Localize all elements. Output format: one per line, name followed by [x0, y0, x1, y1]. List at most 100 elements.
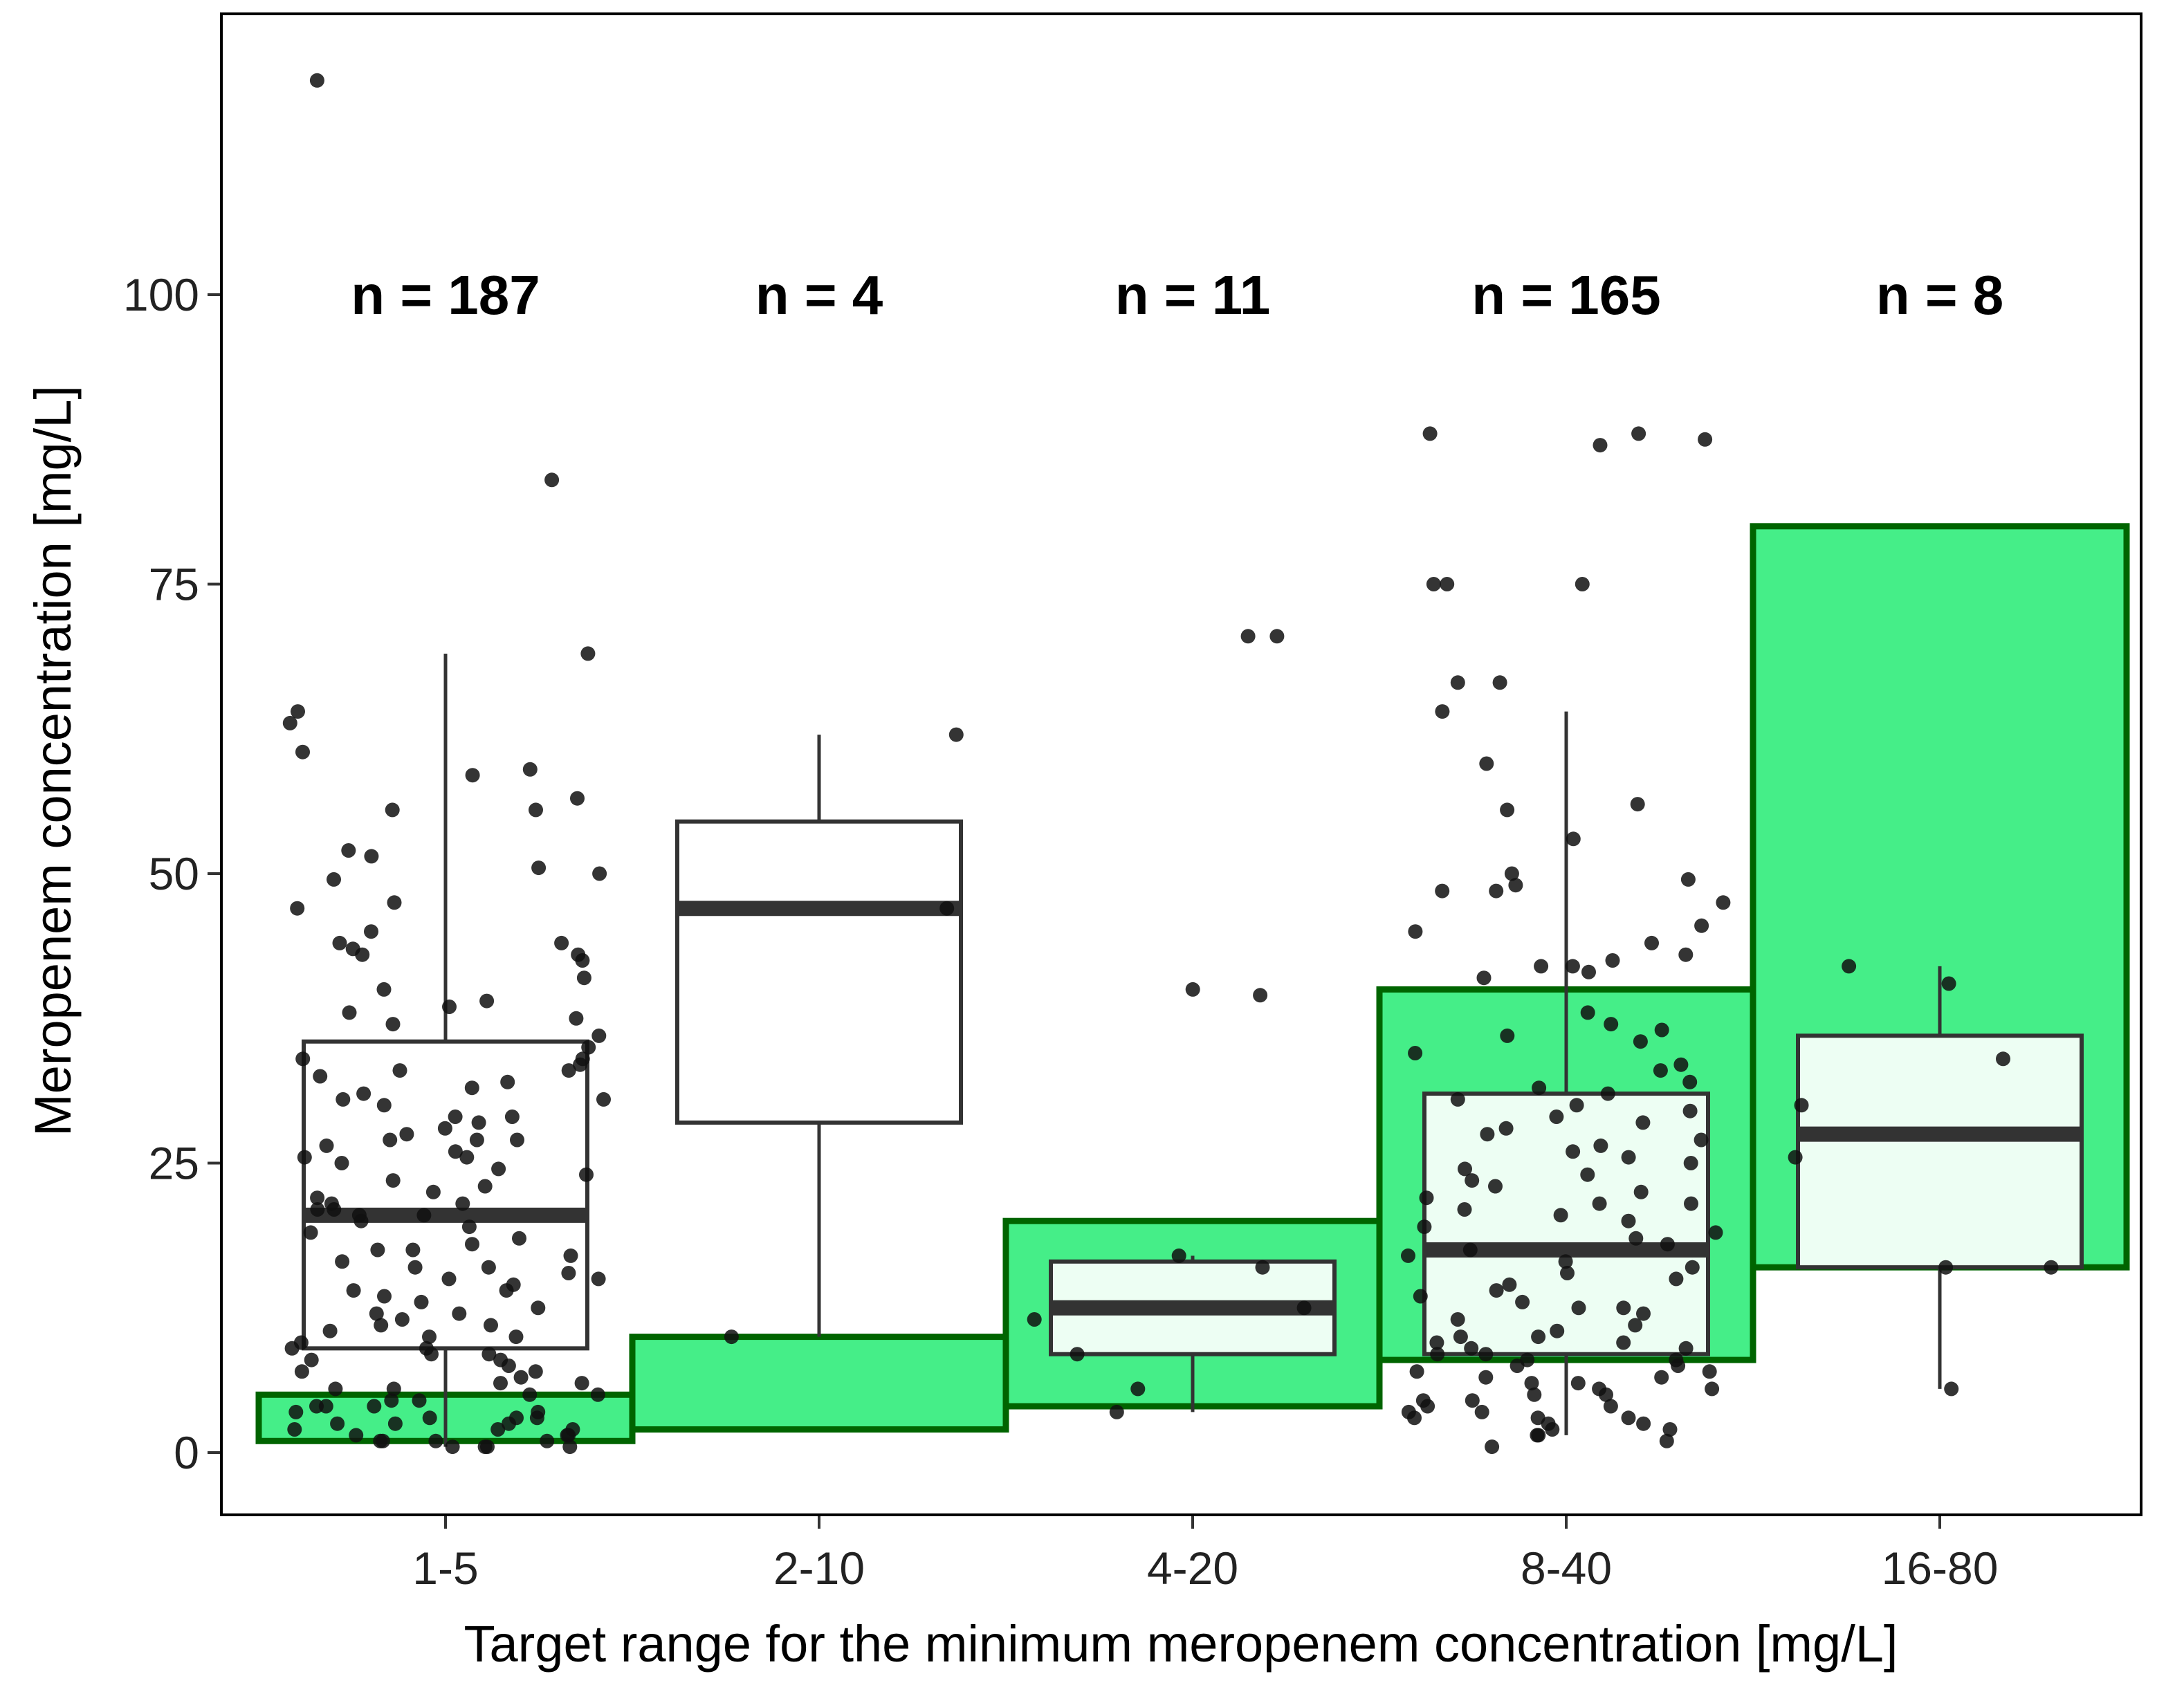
data-point-1-5 [562, 1439, 578, 1455]
data-point-1-5 [491, 1161, 506, 1177]
data-point-1-5 [581, 1040, 596, 1055]
data-point-8-40 [1566, 1144, 1581, 1159]
data-point-1-5 [512, 1231, 526, 1246]
data-point-8-40 [1673, 1057, 1689, 1072]
data-point-4-20 [1240, 629, 1256, 644]
data-point-8-40 [1662, 1422, 1678, 1437]
data-point-1-5 [510, 1132, 524, 1148]
data-point-1-5 [437, 1121, 452, 1136]
data-point-1-5 [528, 1364, 543, 1379]
data-point-4-20 [1296, 1300, 1312, 1316]
data-point-1-5 [364, 924, 378, 939]
data-point-8-40 [1462, 1242, 1478, 1258]
data-point-8-40 [1593, 1138, 1608, 1153]
data-point-1-5 [349, 1428, 364, 1443]
data-point-1-5 [540, 1433, 555, 1448]
data-point-1-5 [580, 646, 596, 661]
data-point-1-5 [465, 768, 480, 783]
data-point-1-5 [370, 1242, 385, 1258]
data-point-1-5 [355, 947, 370, 962]
target-range-2-10 [629, 1334, 1009, 1433]
data-point-8-40 [1479, 756, 1494, 771]
data-point-8-40 [1698, 432, 1713, 447]
data-point-8-40 [1504, 866, 1519, 881]
data-point-1-5 [373, 1433, 388, 1448]
data-point-1-5 [481, 1260, 496, 1275]
data-point-1-5 [284, 1341, 300, 1356]
data-point-8-40 [1659, 1433, 1674, 1448]
data-point-8-40 [1409, 1364, 1424, 1379]
data-point-8-40 [1581, 964, 1596, 979]
data-point-1-5 [376, 1098, 392, 1113]
data-point-1-5 [374, 1318, 389, 1333]
data-point-8-40 [1570, 1376, 1586, 1391]
data-point-8-40 [1524, 1376, 1539, 1391]
data-point-8-40 [1450, 675, 1465, 690]
data-point-8-40 [1485, 1439, 1500, 1455]
data-point-1-5 [465, 1237, 479, 1252]
data-point-2-10 [939, 901, 955, 916]
data-point-1-5 [310, 1202, 325, 1217]
data-point-8-40 [1435, 883, 1450, 899]
data-point-1-5 [513, 1370, 529, 1385]
data-point-1-5 [332, 935, 347, 950]
data-point-8-40 [1630, 797, 1645, 812]
data-point-1-5 [442, 1000, 457, 1014]
data-point-8-40 [1566, 831, 1581, 847]
data-point-8-40 [1429, 1335, 1444, 1350]
data-point-8-40 [1631, 426, 1646, 441]
data-point-8-40 [1408, 924, 1423, 939]
y-tick-label-100: 100 [123, 269, 199, 320]
data-point-8-40 [1660, 1237, 1675, 1252]
panel-border [220, 12, 2142, 1516]
data-point-8-40 [1478, 1370, 1494, 1385]
data-point-1-5 [560, 1428, 575, 1443]
data-point-8-40 [1683, 1156, 1698, 1170]
n-label-8-40: n = 165 [1471, 264, 1661, 326]
data-point-8-40 [1694, 918, 1709, 933]
data-point-8-40 [1553, 1208, 1568, 1223]
data-point-1-5 [318, 1399, 333, 1414]
data-point-8-40 [1422, 426, 1438, 441]
data-point-1-5 [455, 1196, 470, 1211]
data-point-1-5 [544, 472, 560, 488]
data-point-1-5 [500, 1074, 515, 1089]
data-point-16-80 [1788, 1150, 1803, 1165]
data-point-1-5 [508, 1329, 524, 1345]
data-point-1-5 [590, 1387, 605, 1402]
data-point-1-5 [356, 1086, 371, 1101]
data-point-4-20 [1070, 1347, 1085, 1362]
data-point-8-40 [1560, 1266, 1575, 1280]
data-point-8-40 [1419, 1190, 1434, 1206]
data-point-16-80 [1938, 1260, 1954, 1275]
data-point-1-5 [428, 1433, 443, 1448]
data-point-8-40 [1600, 1086, 1615, 1101]
data-point-1-5 [576, 970, 591, 986]
data-point-4-20 [1027, 1312, 1042, 1327]
data-point-8-40 [1580, 1167, 1595, 1182]
data-point-16-80 [1996, 1051, 2010, 1067]
data-point-1-5 [399, 1127, 414, 1142]
data-point-8-40 [1716, 895, 1731, 910]
data-point-8-40 [1702, 1364, 1717, 1379]
box-8-40 [1422, 1092, 1710, 1356]
data-point-1-5 [309, 73, 324, 88]
data-point-1-5 [448, 1144, 463, 1159]
data-point-8-40 [1457, 1202, 1472, 1217]
data-point-8-40 [1550, 1323, 1565, 1338]
x-tick-label-2-10: 2-10 [773, 1543, 865, 1594]
data-point-8-40 [1488, 1179, 1503, 1194]
data-point-8-40 [1527, 1387, 1542, 1402]
data-point-1-5 [295, 1051, 311, 1067]
x-axis-title: Target range for the minimum meropenem c… [464, 1615, 1898, 1673]
data-point-1-5 [461, 1219, 477, 1235]
data-point-1-5 [327, 872, 341, 887]
data-point-8-40 [1492, 675, 1507, 690]
data-point-1-5 [422, 1410, 437, 1426]
data-point-8-40 [1426, 577, 1441, 591]
data-point-8-40 [1450, 1312, 1465, 1327]
data-point-8-40 [1628, 1318, 1643, 1333]
data-point-1-5 [335, 1254, 350, 1269]
data-point-4-20 [1109, 1404, 1124, 1419]
